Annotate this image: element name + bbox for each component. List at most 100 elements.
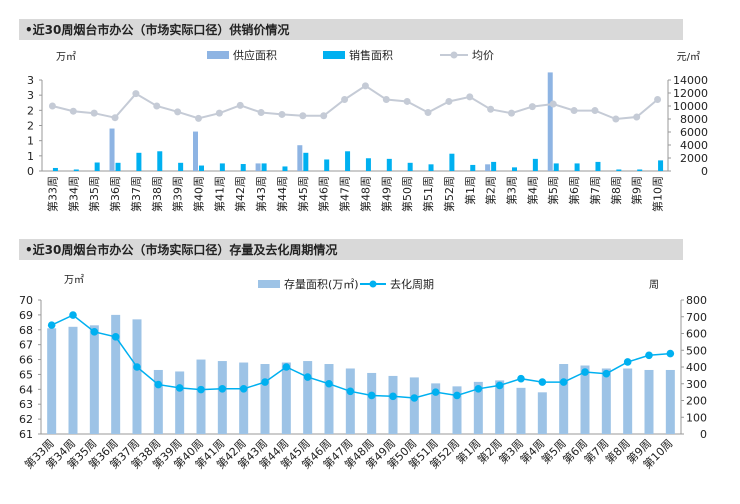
cycle-point [666,349,675,358]
price-point [299,112,307,120]
stock-bar [580,365,590,434]
sales-bar [219,163,225,171]
legend-swatch-sales [323,51,345,59]
supply-bar [255,163,261,171]
x-tick-label: 第5周 [546,176,560,205]
y-right-tick-label: 12000 [673,87,708,100]
stock-bar [89,325,99,434]
sales-bar [658,160,664,171]
cycle-point [47,321,56,329]
price-point [487,105,495,113]
price-point [633,113,641,121]
stock-bar [281,362,291,434]
x-tick-label: 第4周 [525,176,539,205]
sales-bar [491,161,497,171]
x-tick-label: 第9周 [630,176,644,205]
cycle-point [623,358,632,366]
y-right-tick-label: 600 [686,328,707,341]
stock-bar [452,386,462,434]
sales-bar [553,163,559,171]
sales-bar [261,163,267,171]
x-tick-label: 第37周 [129,176,143,212]
stock-bar [260,364,270,434]
x-tick-label: 第3周 [505,176,519,205]
stock-bar [516,387,526,434]
x-tick-label: 第44周 [275,176,289,212]
cycle-point [133,363,141,371]
price-point [466,93,474,101]
x-tick-label: 第52周 [442,176,456,212]
y-right-tick-label: 400 [686,361,707,374]
stock-bar [68,326,78,434]
legend-label-stock: 存量面积(万㎡) [284,277,359,291]
chart2-title-bar: •近30周烟台市办公（市场实际口径）存量及去化周期情况 [19,239,683,260]
x-tick-label: 第7周 [588,176,602,205]
cycle-point [261,378,269,386]
price-point [612,115,620,123]
sales-bar [324,159,330,171]
cycle-point [346,387,355,396]
x-tick-label: 第46周 [317,176,331,212]
sales-bar [386,158,392,171]
sales-bar [407,162,413,171]
cycle-point [175,384,184,392]
sales-bar [199,165,204,171]
y-right-tick-label: 10000 [673,100,708,113]
price-point [320,112,328,120]
stock-bar [495,380,505,434]
stock-bar [196,359,206,434]
y-left-tick-label: 3 [27,74,34,87]
y-left-tick-label: 67 [19,339,33,352]
cycle-point [495,381,504,390]
cycle-point [303,373,312,381]
legend-swatch-supply [207,51,229,59]
legend-label-sales: 销售面积 [349,48,393,62]
price-point [48,102,56,110]
y-right-tick-label: 8000 [680,113,708,126]
price-point [528,103,536,111]
y-right-tick-label: 300 [686,378,707,391]
cycle-point [239,384,248,393]
right-unit-label: 元/㎡ [677,51,700,63]
cycle-point [645,351,653,360]
x-tick-label: 第47周 [338,176,352,212]
cycle-point [602,369,611,378]
legend-marker-price [450,51,458,59]
x-tick-label: 第39周 [171,176,185,212]
stock-bar [644,369,654,434]
cycle-point [197,385,205,394]
x-tick-label: 第51周 [421,176,435,212]
cycle-point [559,378,568,386]
cycle-point [517,374,525,383]
y-left-tick-label: 64 [19,383,33,396]
x-tick-label: 第8周 [609,176,623,205]
stock-bar [367,372,377,434]
cycle-point [367,391,376,400]
cycle-point [538,378,547,386]
stock-bar [217,361,227,434]
price-point [654,96,662,103]
legend-label-cycle: 去化周期 [390,277,434,291]
stock-bar [409,377,419,434]
x-tick-label: 第40周 [192,176,206,212]
y-left-tick-label: 1 [27,150,34,163]
x-tick-label: 第1周 [463,176,477,205]
sales-bar [157,151,163,171]
price-point [69,107,77,115]
stock-bar [303,361,313,434]
price-point [361,82,369,90]
y-left-tick-label: 61 [19,428,33,441]
x-tick-label: 第38周 [150,176,164,212]
x-tick-label: 第49周 [379,176,393,212]
cycle-line [51,314,671,399]
sales-bar [94,162,100,171]
chart2-title: •近30周烟台市办公（市场实际口径）存量及去化周期情况 [25,243,338,257]
price-point [278,110,286,118]
price-point [174,108,182,116]
x-tick-label: 第2周 [484,176,498,205]
sales-bar [637,169,643,171]
price-point [591,107,599,115]
stock-bar [111,314,121,434]
legend-marker-cycle [369,280,377,288]
